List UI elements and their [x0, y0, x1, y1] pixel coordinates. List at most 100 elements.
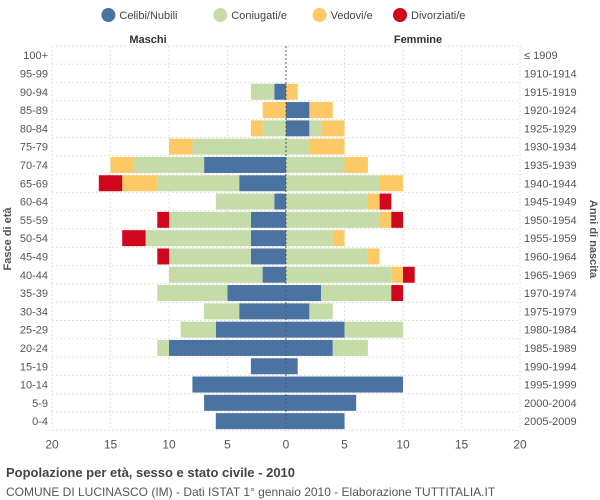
- bar-female-coniugati-65-69: [286, 175, 380, 192]
- bar-female-coniugati-45-49: [286, 248, 368, 265]
- bar-male-coniugati-25-29: [180, 321, 216, 338]
- bar-male-celibi-45-49: [250, 248, 286, 265]
- bar-female-divorziati-60-64: [379, 193, 392, 210]
- bar-male-coniugati-65-69: [157, 175, 240, 192]
- bar-female-celibi-35-39: [286, 285, 322, 302]
- bar-female-coniugati-60-64: [286, 193, 368, 210]
- x-tick-label: 5: [224, 437, 231, 451]
- birth-year-label: 1920-1924: [524, 105, 577, 117]
- bar-male-celibi-25-29: [215, 321, 286, 338]
- bar-female-vedovi-80-84: [321, 120, 345, 137]
- bar-male-coniugati-80-84: [262, 120, 286, 137]
- birth-year-label: 1965-1969: [524, 270, 577, 282]
- legend: Celibi/Nubili Coniugati/e Vedovi/e Divorzia…: [101, 8, 465, 22]
- bar-female-vedovi-55-59: [379, 211, 392, 228]
- birth-year-label: 1955-1959: [524, 233, 577, 245]
- chart-subtitle: COMUNE DI LUCINASCO (IM) - Dati ISTAT 1°…: [6, 485, 496, 499]
- age-group-label: 80-84: [20, 123, 48, 135]
- bar-female-vedovi-50-54: [332, 230, 345, 247]
- right-header: Femmine: [394, 34, 442, 46]
- bar-male-celibi-20-24: [169, 339, 286, 356]
- bar-male-vedovi-85-89: [262, 102, 286, 119]
- bar-female-celibi-85-89: [286, 102, 310, 119]
- bar-male-coniugati-55-59: [169, 211, 251, 228]
- legend-label-vedovi: Vedovi/e: [331, 10, 373, 22]
- bar-female-coniugati-25-29: [344, 321, 403, 338]
- bar-male-coniugati-20-24: [157, 339, 169, 356]
- age-group-label: 100+: [23, 50, 48, 62]
- age-group-label: 70-74: [20, 160, 48, 172]
- legend-marker-celibi: [101, 8, 116, 22]
- bar-male-divorziati-55-59: [157, 211, 169, 228]
- bar-female-vedovi-90-94: [286, 83, 298, 100]
- birth-year-label: 1995-1999: [524, 380, 577, 392]
- birth-year-label: 1940-1944: [524, 178, 577, 190]
- bar-female-coniugati-40-44: [286, 266, 392, 283]
- bar-female-coniugati-35-39: [321, 285, 392, 302]
- bar-female-coniugati-55-59: [286, 211, 380, 228]
- birth-year-label: 2000-2004: [524, 398, 577, 410]
- age-group-label: 40-44: [20, 270, 48, 282]
- bar-female-coniugati-70-74: [286, 156, 345, 173]
- bar-male-vedovi-65-69: [122, 175, 158, 192]
- x-tick-label: 15: [104, 437, 118, 451]
- bar-female-vedovi-45-49: [367, 248, 380, 265]
- birth-year-label: 1915-1919: [524, 87, 577, 99]
- x-tick-label: 10: [162, 437, 176, 451]
- legend-label-celibi: Celibi/Nubili: [119, 10, 177, 22]
- y-axis-label-left: Fasce di età: [2, 207, 14, 271]
- bar-male-celibi-40-44: [262, 266, 286, 283]
- legend-marker-vedovi: [312, 8, 327, 22]
- age-group-label: 25-29: [20, 325, 48, 337]
- birth-year-label: 1975-1979: [524, 306, 577, 318]
- bar-male-coniugati-30-34: [204, 303, 240, 320]
- bar-female-celibi-80-84: [286, 120, 310, 137]
- bar-female-coniugati-75-79: [286, 138, 310, 155]
- bar-male-celibi-35-39: [227, 285, 286, 302]
- bar-female-divorziati-40-44: [403, 266, 415, 283]
- age-group-label: 15-19: [20, 361, 48, 373]
- bar-female-coniugati-30-34: [309, 303, 333, 320]
- bar-male-vedovi-80-84: [250, 120, 263, 137]
- bar-male-celibi-55-59: [250, 211, 286, 228]
- bar-female-coniugati-50-54: [286, 230, 333, 247]
- birth-year-label: ≤ 1909: [524, 50, 558, 62]
- birth-year-label: 1925-1929: [524, 123, 577, 135]
- bar-female-coniugati-80-84: [309, 120, 322, 137]
- birth-year-label: 1930-1934: [524, 142, 577, 154]
- age-group-label: 30-34: [20, 306, 48, 318]
- bars: [98, 83, 415, 430]
- bar-female-vedovi-60-64: [367, 193, 380, 210]
- age-group-label: 50-54: [20, 233, 48, 245]
- bar-female-celibi-0-4: [286, 413, 345, 430]
- bar-male-celibi-5-9: [204, 394, 286, 411]
- bar-male-celibi-50-54: [250, 230, 286, 247]
- y-axis-label-right: Anni di nascita: [587, 200, 599, 279]
- x-tick-label: 20: [513, 437, 527, 451]
- x-tick-label: 5: [341, 437, 348, 451]
- age-group-label: 75-79: [20, 142, 48, 154]
- bar-female-vedovi-70-74: [344, 156, 368, 173]
- x-tick-label: 15: [455, 437, 469, 451]
- x-tick-label: 20: [45, 437, 59, 451]
- bar-male-divorziati-45-49: [157, 248, 169, 265]
- bar-female-celibi-25-29: [286, 321, 345, 338]
- birth-year-label: 1950-1954: [524, 215, 577, 227]
- legend-label-coniugati: Coniugati/e: [231, 10, 287, 22]
- age-group-label: 60-64: [20, 197, 48, 209]
- bar-male-coniugati-75-79: [192, 138, 286, 155]
- bar-female-celibi-30-34: [286, 303, 310, 320]
- bar-female-vedovi-40-44: [391, 266, 403, 283]
- age-group-label: 20-24: [20, 343, 48, 355]
- legend-marker-coniugati: [213, 8, 228, 22]
- birth-year-label: 1945-1949: [524, 197, 577, 209]
- bar-male-vedovi-75-79: [169, 138, 193, 155]
- birth-year-label: 1910-1914: [524, 68, 577, 80]
- age-group-label: 10-14: [20, 380, 48, 392]
- bar-male-divorziati-50-54: [122, 230, 146, 247]
- bar-male-coniugati-70-74: [133, 156, 205, 173]
- bar-female-divorziati-35-39: [391, 285, 403, 302]
- bar-female-vedovi-75-79: [309, 138, 345, 155]
- bar-male-coniugati-45-49: [169, 248, 251, 265]
